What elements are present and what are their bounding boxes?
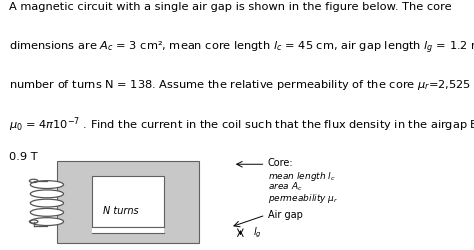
Text: A magnetic circuit with a single air gap is shown in the figure below. The core: A magnetic circuit with a single air gap… [9,2,452,12]
Bar [57,162,199,243]
Text: area $A_c$: area $A_c$ [268,181,303,194]
Ellipse shape [30,208,64,216]
Bar [92,176,164,227]
Text: 0.9 T: 0.9 T [9,152,38,162]
Text: Core:: Core: [268,158,293,168]
Text: dimensions are $A_c$ = 3 cm², mean core length $l_c$ = 45 cm, air gap length $l_: dimensions are $A_c$ = 3 cm², mean core … [9,40,474,56]
Bar [92,227,164,234]
Text: mean length $l_c$: mean length $l_c$ [268,170,336,183]
Text: permeability $\mu_r$: permeability $\mu_r$ [268,192,338,205]
Text: $l_g$: $l_g$ [253,226,262,240]
Text: number of turns N = 138. Assume the relative permeability of the core $\mu_r$=2,: number of turns N = 138. Assume the rela… [9,78,474,92]
Text: N turns: N turns [103,206,139,216]
Text: Air gap: Air gap [268,210,303,220]
Ellipse shape [30,199,64,207]
Ellipse shape [30,181,64,188]
Text: $\mu_0$ = $4\pi10^{-7}$ . Find the current in the coil such that the flux densit: $\mu_0$ = $4\pi10^{-7}$ . Find the curre… [9,115,474,134]
Ellipse shape [30,190,64,198]
Ellipse shape [30,218,64,226]
